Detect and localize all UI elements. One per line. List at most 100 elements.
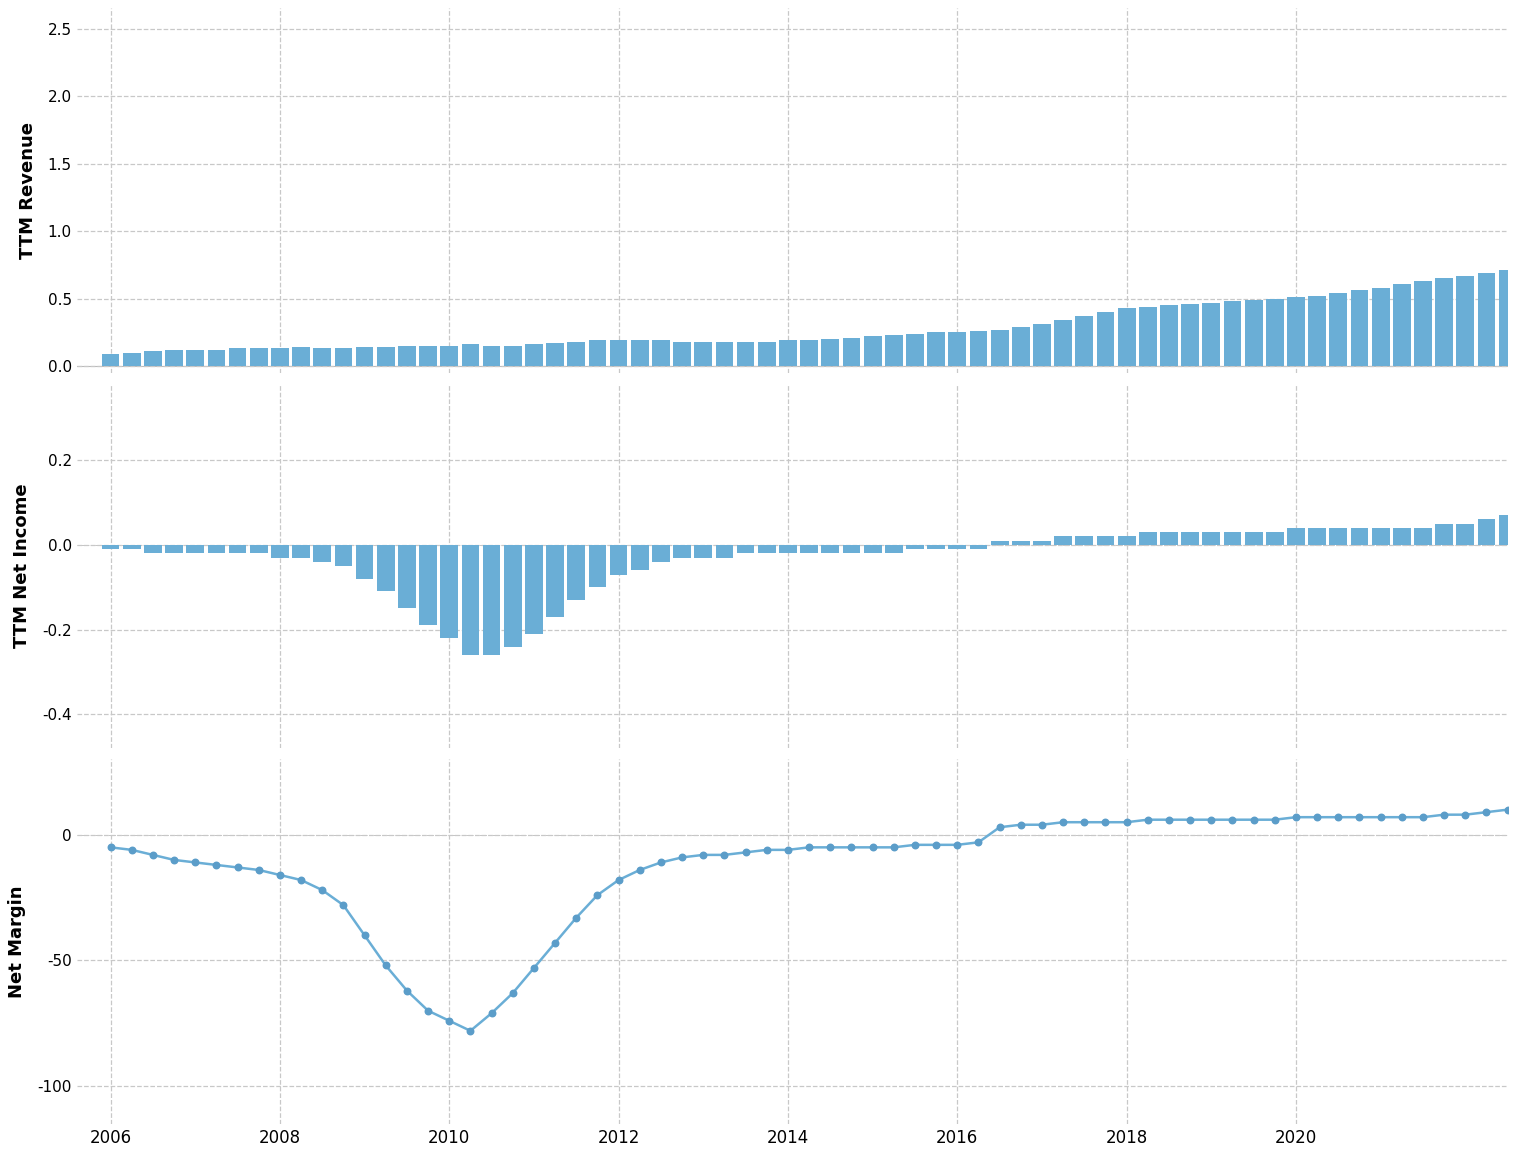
Bar <box>1372 528 1390 545</box>
Bar <box>1117 308 1135 366</box>
Point <box>394 982 418 1000</box>
Point <box>290 871 314 889</box>
Bar <box>1308 528 1326 545</box>
Point <box>1411 808 1436 827</box>
Bar <box>1330 293 1348 366</box>
Bar <box>758 342 776 366</box>
Y-axis label: TTM Revenue: TTM Revenue <box>18 122 36 259</box>
Bar <box>758 545 776 553</box>
Bar <box>250 349 268 366</box>
Bar <box>525 545 543 634</box>
Point <box>819 839 843 857</box>
Point <box>311 881 335 900</box>
Bar <box>1181 304 1199 366</box>
Bar <box>144 545 162 553</box>
Point <box>1178 811 1202 829</box>
Point <box>691 845 716 864</box>
Bar <box>546 545 564 617</box>
Bar <box>293 348 309 366</box>
Point <box>670 848 694 866</box>
Point <box>1072 813 1096 832</box>
Bar <box>1011 541 1029 545</box>
Bar <box>1160 532 1178 545</box>
Bar <box>800 341 819 366</box>
Bar <box>1032 541 1051 545</box>
Bar <box>1414 528 1433 545</box>
Point <box>1263 811 1287 829</box>
Bar <box>1139 532 1157 545</box>
Bar <box>991 329 1008 366</box>
Point <box>1475 803 1499 821</box>
Bar <box>1351 290 1369 366</box>
Bar <box>399 345 415 366</box>
Point <box>162 851 186 870</box>
Bar <box>1499 270 1516 366</box>
Bar <box>356 348 373 366</box>
Point <box>437 1012 461 1030</box>
Point <box>205 856 229 874</box>
Bar <box>1075 316 1093 366</box>
Bar <box>864 545 881 553</box>
Bar <box>822 545 840 553</box>
Point <box>585 886 609 904</box>
Point <box>1284 808 1308 827</box>
Point <box>1008 815 1032 834</box>
Bar <box>1096 312 1114 366</box>
Bar <box>271 545 288 558</box>
Bar <box>652 341 670 366</box>
Bar <box>186 545 205 553</box>
Point <box>1114 813 1139 832</box>
Bar <box>1478 520 1495 545</box>
Bar <box>864 336 881 366</box>
Point <box>522 959 546 977</box>
Bar <box>949 545 966 549</box>
Bar <box>1393 284 1411 366</box>
Bar <box>440 345 458 366</box>
Bar <box>1436 278 1452 366</box>
Bar <box>609 545 628 574</box>
Point <box>776 841 800 859</box>
Point <box>987 818 1011 836</box>
Bar <box>165 350 183 366</box>
Bar <box>779 545 797 553</box>
Bar <box>970 545 987 549</box>
Bar <box>377 348 394 366</box>
Bar <box>1139 306 1157 366</box>
Bar <box>1308 296 1326 366</box>
Bar <box>420 345 437 366</box>
Bar <box>102 353 120 366</box>
Bar <box>461 545 479 655</box>
Bar <box>1096 536 1114 545</box>
Point <box>1433 805 1457 824</box>
Bar <box>229 349 247 366</box>
Bar <box>716 342 734 366</box>
Point <box>1029 815 1054 834</box>
Point <box>882 839 907 857</box>
Bar <box>673 342 691 366</box>
Bar <box>546 343 564 366</box>
Bar <box>907 545 923 549</box>
Bar <box>588 545 606 587</box>
Bar <box>1054 320 1072 366</box>
Point <box>944 835 969 854</box>
Bar <box>377 545 394 591</box>
Bar <box>123 352 141 366</box>
Bar <box>779 341 797 366</box>
Bar <box>588 341 606 366</box>
Point <box>1496 800 1516 819</box>
Bar <box>1478 273 1495 366</box>
Bar <box>1457 523 1474 545</box>
Point <box>1390 808 1414 827</box>
Bar <box>928 545 944 549</box>
Bar <box>1223 532 1242 545</box>
Point <box>415 1001 440 1020</box>
Point <box>1348 808 1372 827</box>
Point <box>923 835 948 854</box>
Point <box>1305 808 1330 827</box>
Bar <box>1436 523 1452 545</box>
Bar <box>1393 528 1411 545</box>
Bar <box>1011 327 1029 366</box>
Bar <box>1457 276 1474 366</box>
Bar <box>144 351 162 366</box>
Point <box>141 845 165 864</box>
